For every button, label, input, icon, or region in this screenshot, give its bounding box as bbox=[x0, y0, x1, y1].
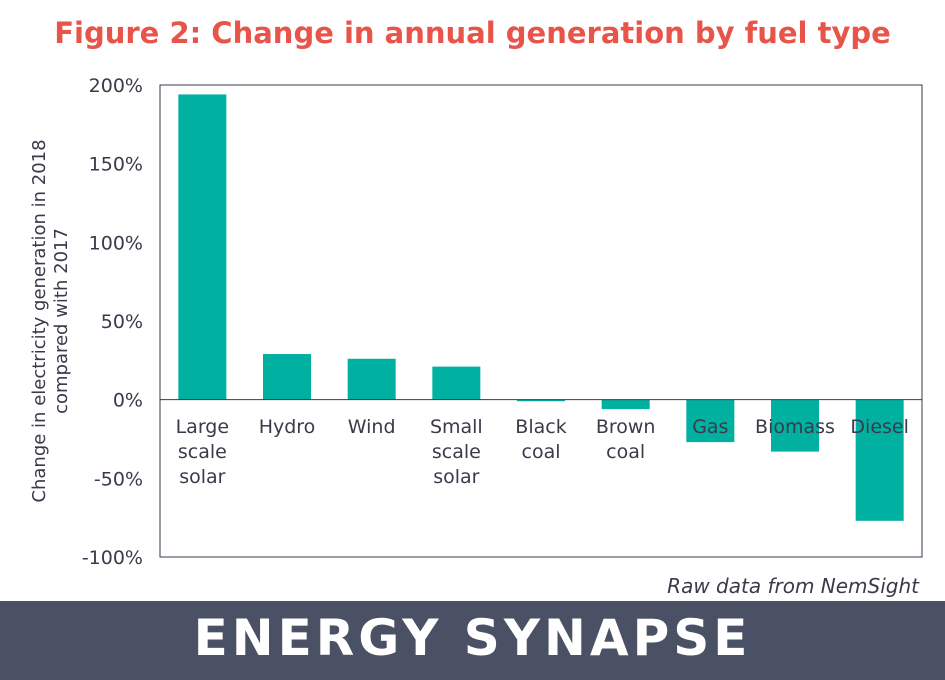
category-label: Diesel bbox=[850, 416, 908, 438]
bar-black-coal bbox=[517, 399, 565, 402]
category-label-line: solar bbox=[179, 466, 225, 488]
category-label-line: Wind bbox=[348, 416, 396, 438]
category-label: Biomass bbox=[755, 416, 835, 438]
bar-large-scale-solar bbox=[178, 94, 227, 400]
category-label: Large scale solar bbox=[176, 416, 229, 488]
category-label-line: Brown bbox=[596, 416, 656, 438]
category-label: Wind bbox=[348, 416, 396, 438]
y-axis-label-line: Change in electricity generation in 2018 bbox=[29, 139, 50, 502]
category-label-line: Small bbox=[430, 416, 483, 438]
bar-gas bbox=[686, 399, 735, 443]
category-label-line: scale bbox=[432, 441, 481, 463]
bar-wind bbox=[347, 358, 396, 400]
bar-hydro bbox=[263, 354, 311, 400]
category-label: Gas bbox=[692, 416, 728, 438]
category-label-line: Hydro bbox=[259, 416, 316, 438]
category-label-line: Gas bbox=[692, 416, 728, 438]
category-label: Black coal bbox=[515, 416, 566, 463]
y-tick-label: 50% bbox=[101, 311, 143, 333]
y-tick-label: 100% bbox=[89, 232, 143, 254]
category-label-line: Biomass bbox=[755, 416, 835, 438]
y-tick-label: 200% bbox=[89, 75, 143, 97]
bar-brown-coal bbox=[601, 399, 650, 410]
category-label-line: Diesel bbox=[850, 416, 908, 438]
category-label-line: coal bbox=[606, 441, 645, 463]
y-tick-label: -100% bbox=[82, 547, 143, 569]
logo-text: ENERGY SYNAPSE bbox=[193, 609, 752, 667]
y-tick-label: 0% bbox=[113, 390, 143, 412]
category-label-line: solar bbox=[433, 466, 479, 488]
footer-banner: ENERGY SYNAPSE bbox=[0, 601, 945, 680]
source-note: Raw data from NemSight bbox=[667, 574, 919, 598]
bar-biomass bbox=[771, 399, 819, 452]
category-label-line: coal bbox=[522, 441, 561, 463]
bar-small-scale-solar bbox=[432, 366, 481, 400]
chart-title: Figure 2: Change in annual generation by… bbox=[54, 16, 891, 50]
bar-chart: 200% 150% 100% 50% 0% -50% -100% Large scale sol… bbox=[29, 75, 923, 569]
bar-diesel bbox=[855, 399, 904, 521]
category-label-line: Black bbox=[515, 416, 566, 438]
y-tick-label: 150% bbox=[89, 154, 143, 176]
category-label-line: Large bbox=[176, 416, 229, 438]
y-axis-label: Change in electricity generation in 2018… bbox=[29, 139, 72, 502]
category-label: Hydro bbox=[259, 416, 316, 438]
energy-synapse-logo: ENERGY SYNAPSE bbox=[0, 609, 945, 667]
category-label-line: scale bbox=[178, 441, 227, 463]
y-tick-label: -50% bbox=[94, 468, 143, 490]
category-label: Small scale solar bbox=[430, 416, 483, 488]
category-label: Brown coal bbox=[596, 416, 656, 463]
y-axis-label-line: compared with 2017 bbox=[51, 228, 72, 414]
plot-area bbox=[159, 84, 923, 558]
